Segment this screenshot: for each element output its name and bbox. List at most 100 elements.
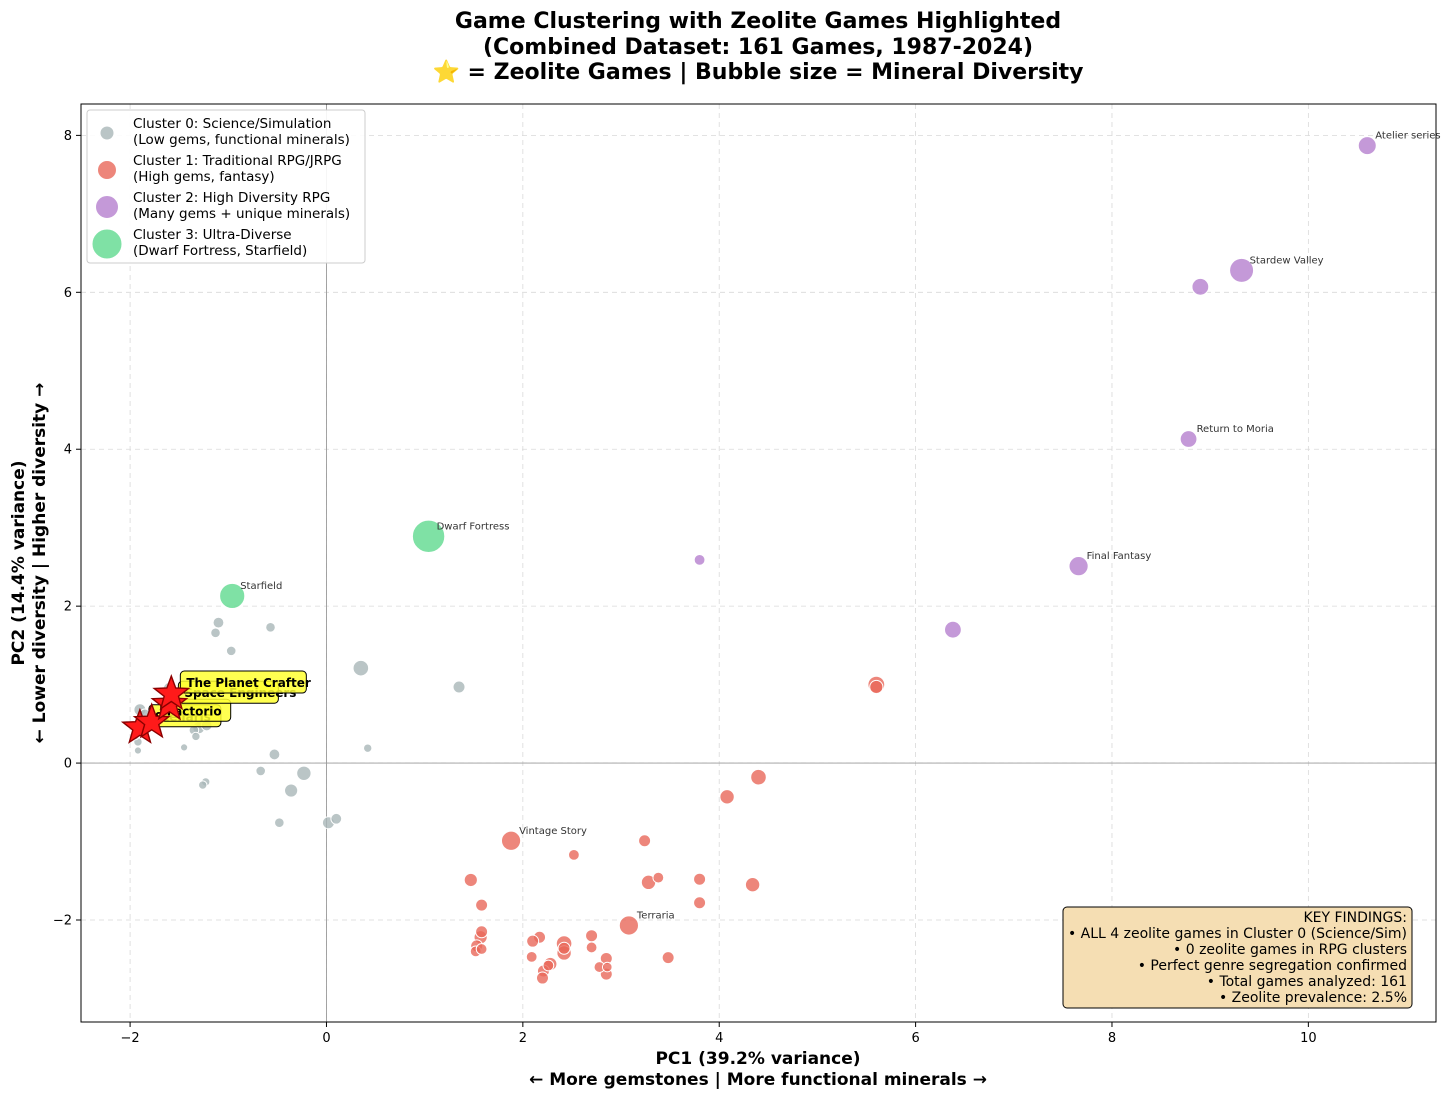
legend-entry-name: Cluster 0: Science/Simulation [133, 116, 331, 132]
cluster-0-point [225, 645, 237, 657]
point-label: Dwarf Fortress [437, 521, 510, 532]
cluster-0-point [198, 780, 208, 790]
chart-title: Game Clustering with Zeolite Games Highl… [433, 9, 1084, 85]
cluster-1-point [652, 871, 665, 884]
y-tick-label: 6 [64, 286, 72, 301]
title-line-3: ⭐ = Zeolite Games | Bubble size = Minera… [433, 59, 1084, 85]
cluster-0-point [268, 748, 281, 761]
legend-box [86, 109, 366, 264]
legend-entry-subtitle: (Dwarf Fortress, Starfield) [133, 243, 307, 259]
key-finding-line: • ALL 4 zeolite games in Cluster 0 (Scie… [1068, 926, 1407, 942]
cluster-0-point [452, 680, 466, 694]
x-tick-label: 4 [715, 1031, 723, 1046]
cluster-1-point [525, 950, 538, 963]
cluster-1-point [557, 941, 571, 955]
y-tick-label: 0 [64, 757, 72, 772]
x-axis-label-line-1: PC1 (39.2% variance) [655, 1049, 860, 1069]
cluster-0-point [265, 622, 276, 633]
point-label: Starfield [240, 581, 282, 592]
title-line-2: (Combined Dataset: 161 Games, 1987-2024) [483, 35, 1033, 60]
legend-entry-name: Cluster 3: Ultra-Diverse [133, 227, 292, 243]
cluster-1-point [750, 768, 767, 786]
cluster-1-point [542, 959, 555, 972]
key-finding-line: • 0 zeolite games in RPG clusters [1173, 942, 1407, 958]
cluster-1-point [500, 830, 522, 851]
cluster-3-point [411, 519, 446, 554]
y-axis-ticks: −2 0 2 4 6 8 [53, 129, 81, 929]
cluster-0-point [330, 812, 343, 825]
legend-marker [99, 125, 115, 141]
legend-marker [91, 228, 123, 260]
cluster-0-point [210, 627, 221, 639]
cluster-1-point [661, 951, 675, 965]
cluster-1-point [568, 848, 580, 861]
key-finding-line: KEY FINDINGS: [1303, 910, 1407, 926]
y-tick-label: 8 [64, 129, 72, 144]
cluster-0-point [363, 743, 373, 753]
cluster-1-point [869, 679, 884, 695]
cluster-0-point [212, 616, 225, 629]
point-label: Terraria [636, 910, 675, 921]
cluster-0-point [274, 817, 285, 829]
legend-entry-name: Cluster 1: Traditional RPG/JRPG [133, 153, 342, 169]
point-label: Stardew Valley [1250, 255, 1324, 266]
cluster-2-point [1179, 430, 1198, 448]
cluster-1-point [535, 971, 549, 985]
cluster-1-point [638, 834, 652, 848]
legend: Cluster 0: Science/Simulation(Low gems, … [86, 109, 366, 264]
y-axis-label-line-1: PC2 (14.4% variance) [9, 460, 29, 665]
cluster-2-point [1191, 277, 1210, 296]
cluster-3-point [219, 582, 246, 610]
legend-marker [97, 160, 117, 180]
x-axis-ticks: −2 0 2 4 6 8 10 [121, 1022, 1317, 1046]
cluster-0-point [191, 731, 201, 742]
x-tick-label: 2 [519, 1031, 527, 1046]
cluster-1-point [693, 896, 707, 910]
cluster-1-point [463, 872, 478, 888]
data-points [130, 136, 1377, 985]
point-label: Return to Moria [1197, 424, 1274, 435]
y-axis-label: PC2 (14.4% variance) ← Lower diversity |… [9, 383, 50, 744]
cluster-2-point [693, 553, 706, 566]
cluster-1-point [618, 915, 639, 936]
legend-marker [95, 195, 119, 219]
title-line-1: Game Clustering with Zeolite Games Highl… [455, 9, 1061, 34]
cluster-1-point [719, 789, 735, 805]
y-tick-label: −2 [53, 914, 72, 929]
cluster-2-point [944, 620, 962, 639]
legend-entry-subtitle: (Low gems, functional minerals) [133, 132, 350, 148]
key-findings-background [1062, 906, 1413, 1009]
cluster-1-point [585, 941, 598, 954]
zeolite-star-icon [132, 702, 171, 739]
cluster-0-point [284, 783, 299, 798]
cluster-0-point [296, 765, 312, 781]
legend-entry-subtitle: (Many gems + unique minerals) [133, 206, 350, 222]
x-tick-label: 6 [911, 1031, 919, 1046]
zeolite-star-icon [152, 673, 191, 711]
cluster-1-point [475, 943, 488, 955]
cluster-0-point [179, 743, 189, 752]
zeolite-label: The Planet Crafter [186, 676, 311, 690]
plot-frame [80, 103, 1437, 1023]
x-axis-label: PC1 (39.2% variance) ← More gemstones | … [529, 1049, 987, 1090]
cluster-1-point [475, 898, 489, 912]
y-axis-label-line-2: ← Lower diversity | Higher diversity → [30, 383, 50, 744]
cluster-1-point [585, 929, 599, 943]
point-labels: Dwarf Fortress Starfield Stardew Valley Fin… [240, 131, 1440, 922]
cluster-1-point [744, 876, 761, 893]
x-tick-label: 10 [1300, 1031, 1317, 1046]
key-finding-line: • Total games analyzed: 161 [1207, 974, 1407, 990]
point-label: Vintage Story [519, 826, 587, 837]
cluster-0-point [133, 746, 143, 755]
y-tick-label: 4 [64, 443, 72, 458]
cluster-1-point [601, 961, 613, 973]
cluster-0-point [255, 765, 266, 777]
cluster-1-point [475, 925, 489, 939]
key-finding-line: • Zeolite prevalence: 2.5% [1219, 990, 1407, 1006]
x-tick-label: −2 [121, 1031, 140, 1046]
legend-entry-name: Cluster 2: High Diversity RPG [133, 190, 330, 206]
x-tick-label: 8 [1108, 1031, 1116, 1046]
cluster-2-point [1357, 136, 1377, 156]
zeolite-markers: StellarisFactorioSpace EngineersThe Plan… [120, 670, 311, 744]
